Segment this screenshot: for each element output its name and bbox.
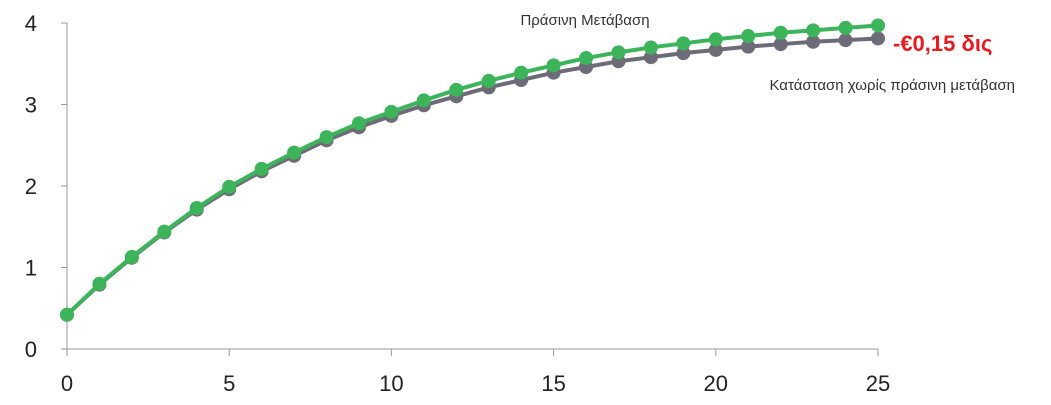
series-0 bbox=[60, 31, 885, 322]
data-point bbox=[806, 23, 821, 38]
series-label-no-transition: Κατάσταση χωρίς πράσινη μετάβαση bbox=[769, 77, 1015, 94]
x-tick-label: 5 bbox=[223, 371, 235, 396]
data-point bbox=[579, 51, 594, 66]
series-1 bbox=[60, 18, 885, 322]
x-tick-label: 25 bbox=[866, 371, 890, 396]
data-point bbox=[351, 116, 366, 131]
series-line bbox=[65, 23, 880, 317]
data-point bbox=[643, 50, 658, 65]
data-point bbox=[643, 40, 658, 55]
data-point bbox=[481, 73, 496, 88]
x-tick-label: 10 bbox=[379, 371, 403, 396]
data-point bbox=[319, 130, 334, 145]
x-tick-label: 15 bbox=[541, 371, 565, 396]
data-point bbox=[708, 42, 723, 57]
series-label-green-transition: Πράσινη Μετάβαση bbox=[520, 12, 649, 29]
data-point bbox=[222, 179, 237, 194]
data-point bbox=[741, 39, 756, 54]
data-point bbox=[546, 58, 561, 73]
y-tick-label: 0 bbox=[25, 337, 37, 362]
data-point bbox=[60, 307, 74, 322]
data-point bbox=[741, 29, 756, 44]
data-point bbox=[773, 25, 788, 40]
y-tick-label: 1 bbox=[25, 256, 37, 281]
data-point bbox=[189, 201, 204, 216]
data-point bbox=[871, 18, 885, 33]
data-point bbox=[254, 161, 269, 176]
data-point bbox=[806, 34, 821, 49]
data-point bbox=[124, 249, 139, 264]
data-point bbox=[773, 37, 788, 52]
series-layer bbox=[60, 18, 885, 322]
data-point bbox=[157, 224, 172, 239]
data-point bbox=[708, 32, 723, 47]
x-tick-label: 20 bbox=[704, 371, 728, 396]
data-point bbox=[384, 104, 399, 119]
data-point bbox=[611, 45, 626, 60]
data-point bbox=[514, 65, 529, 80]
difference-annotation: -€0,15 δις bbox=[893, 31, 992, 56]
data-point bbox=[287, 145, 302, 160]
data-point bbox=[838, 20, 853, 35]
data-point bbox=[838, 33, 853, 48]
y-tick-label: 2 bbox=[25, 174, 37, 199]
series-line bbox=[65, 36, 880, 317]
data-point bbox=[449, 82, 464, 97]
labels-layer: Πράσινη Μετάβαση Κατάσταση χωρίς πράσινη … bbox=[520, 12, 1015, 94]
data-point bbox=[871, 31, 885, 46]
data-point bbox=[92, 276, 107, 291]
x-tick-label: 0 bbox=[61, 371, 73, 396]
axes: 0 1 2 3 4 0 5 10 15 20 25 bbox=[25, 11, 890, 396]
data-point bbox=[676, 36, 691, 51]
data-point bbox=[676, 46, 691, 61]
y-tick-label: 4 bbox=[25, 11, 37, 36]
y-tick-label: 3 bbox=[25, 93, 37, 118]
data-point bbox=[416, 93, 431, 108]
